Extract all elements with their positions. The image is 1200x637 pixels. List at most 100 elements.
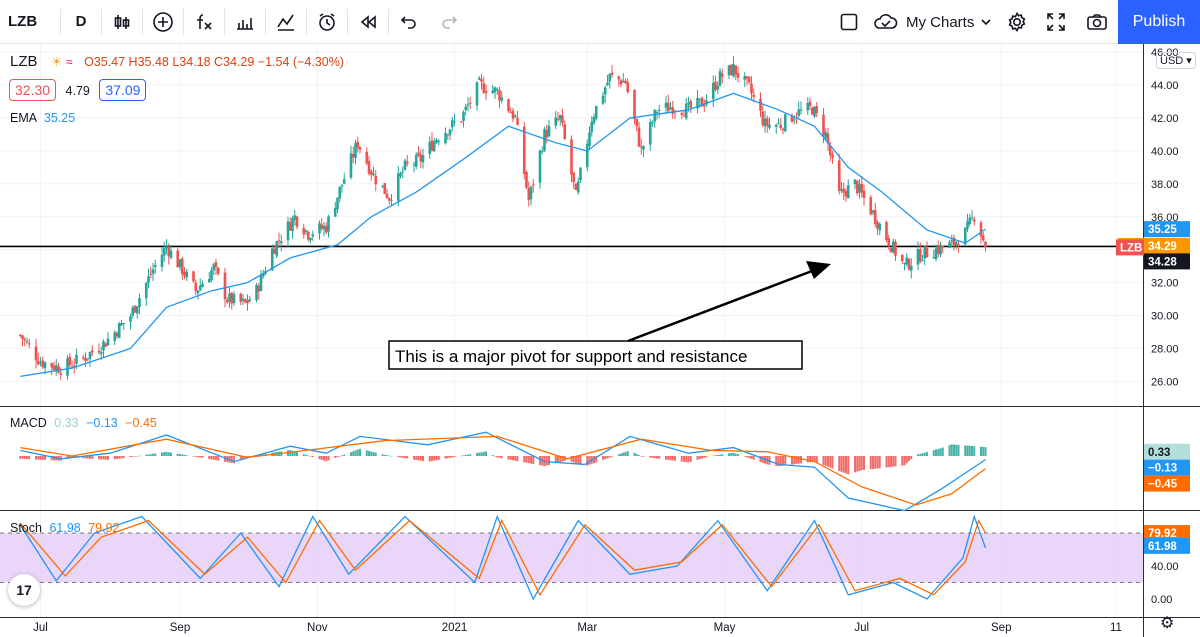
divider bbox=[388, 8, 389, 35]
candle-body bbox=[279, 241, 283, 244]
candle-body bbox=[432, 141, 436, 151]
price-tick-label: 42.00 bbox=[1151, 113, 1179, 125]
candle-body bbox=[633, 89, 636, 120]
bar-chart-icon[interactable] bbox=[225, 0, 265, 44]
replay-icon[interactable] bbox=[348, 0, 388, 44]
candle-body bbox=[115, 333, 119, 337]
macd-histogram-bar bbox=[134, 456, 136, 457]
grid-lines bbox=[0, 44, 1143, 617]
macd-histogram-bar bbox=[885, 456, 888, 468]
divider bbox=[142, 8, 143, 35]
ask-box[interactable]: 37.09 bbox=[99, 79, 147, 101]
candle-body bbox=[129, 316, 132, 322]
candle-body bbox=[666, 102, 670, 112]
candle-body bbox=[579, 167, 582, 181]
macd-histogram-bar bbox=[635, 453, 638, 456]
candle-body bbox=[475, 82, 479, 106]
macd-histogram-bar bbox=[919, 453, 922, 456]
candle-body bbox=[468, 102, 472, 104]
macd-histogram-bar bbox=[800, 456, 802, 464]
macd-histogram-bar bbox=[102, 456, 105, 460]
publish-button[interactable]: Publish bbox=[1118, 0, 1200, 44]
candle-body bbox=[275, 241, 279, 256]
callout-box bbox=[388, 340, 803, 370]
time-axis[interactable]: Jul Sep Nov 2021 Mar May Jul Sep 11 bbox=[33, 622, 1122, 634]
macd-histogram-bar bbox=[665, 456, 667, 460]
alert-icon[interactable] bbox=[307, 0, 347, 44]
candle-body bbox=[871, 210, 875, 213]
macd-histogram-bar bbox=[926, 451, 928, 456]
macd-histogram-bar bbox=[41, 456, 44, 460]
gear-icon[interactable] bbox=[998, 0, 1036, 44]
macd-histogram-bar bbox=[811, 456, 814, 462]
macd-histogram-bar bbox=[705, 456, 708, 458]
chart-canvas[interactable]: This is a major pivot for support and re… bbox=[0, 44, 1200, 637]
candle-body bbox=[381, 185, 384, 187]
macd-histogram-bar bbox=[431, 456, 433, 461]
macd-histogram-bar bbox=[545, 456, 548, 466]
currency-select[interactable]: USD ▾ bbox=[1156, 52, 1196, 69]
candle-body bbox=[669, 107, 672, 110]
add-indicator-icon[interactable] bbox=[143, 0, 183, 44]
macd-histogram-bar bbox=[874, 456, 877, 469]
candle-body bbox=[25, 341, 29, 343]
indicators-icon[interactable] bbox=[266, 0, 306, 44]
candle-body bbox=[934, 248, 938, 260]
candle-body bbox=[23, 339, 27, 341]
candle-body bbox=[952, 237, 956, 245]
camera-icon[interactable] bbox=[1077, 0, 1117, 44]
undo-icon[interactable] bbox=[389, 0, 429, 44]
redo-icon[interactable] bbox=[429, 0, 469, 44]
candle-body bbox=[711, 82, 715, 100]
macd-histogram-bar bbox=[120, 456, 123, 459]
fx-icon[interactable] bbox=[184, 0, 224, 44]
settings-gear-icon[interactable]: ⚙ bbox=[1160, 615, 1175, 632]
candle-body bbox=[34, 346, 38, 361]
macd-histogram-bar bbox=[604, 456, 607, 460]
macd-histogram-bar bbox=[842, 456, 845, 473]
candles-icon[interactable] bbox=[102, 0, 142, 44]
annotation[interactable]: This is a major pivot for support and re… bbox=[388, 261, 831, 370]
time-tick-label: 2021 bbox=[442, 622, 468, 634]
macd-histogram-bar bbox=[680, 456, 683, 462]
macd-histogram-bar bbox=[795, 456, 798, 464]
macd-histogram-bar bbox=[748, 456, 751, 459]
candle-body bbox=[840, 189, 843, 191]
candle-body bbox=[808, 101, 812, 106]
candle-body bbox=[435, 139, 438, 143]
macd-histogram-bar bbox=[689, 456, 692, 462]
macd-histogram-bar bbox=[163, 452, 166, 456]
candle-body bbox=[963, 227, 967, 245]
candle-body bbox=[75, 354, 78, 364]
macd-histogram-bar bbox=[656, 456, 658, 459]
tradingview-logo[interactable]: 17 bbox=[8, 574, 40, 606]
candle-body bbox=[826, 133, 830, 144]
bid-box[interactable]: 32.30 bbox=[9, 79, 57, 101]
candle-body bbox=[664, 102, 668, 108]
candle-body bbox=[547, 125, 551, 137]
macd-histogram-bar bbox=[422, 456, 424, 462]
candle-body bbox=[120, 323, 123, 326]
candle-body bbox=[538, 150, 542, 183]
interval-button[interactable]: D bbox=[75, 13, 87, 30]
macd-histogram-bar bbox=[752, 456, 755, 460]
fullscreen-icon[interactable] bbox=[1037, 0, 1075, 44]
macd-histogram-bar bbox=[746, 456, 748, 458]
divider bbox=[60, 8, 61, 35]
symbol-search[interactable]: LZB bbox=[8, 13, 38, 30]
candle-body bbox=[99, 352, 103, 355]
candle-body bbox=[43, 362, 47, 369]
macd-badge-2: −0.13 bbox=[1148, 463, 1177, 475]
candle-body bbox=[842, 188, 846, 193]
candle-body bbox=[477, 78, 481, 80]
candle-body bbox=[104, 343, 108, 347]
divider bbox=[347, 8, 348, 35]
candle-body bbox=[102, 341, 105, 351]
candle-body bbox=[853, 179, 857, 185]
candles bbox=[18, 56, 987, 381]
candle-body bbox=[781, 128, 785, 131]
top-toolbar: LZB D My Charts Publish bbox=[0, 0, 1200, 44]
layout-icon[interactable] bbox=[830, 0, 868, 44]
my-charts-menu[interactable]: My Charts bbox=[872, 0, 997, 44]
price-axis[interactable]: 26.0028.0030.0032.0034.0036.0038.0040.00… bbox=[1116, 47, 1190, 606]
